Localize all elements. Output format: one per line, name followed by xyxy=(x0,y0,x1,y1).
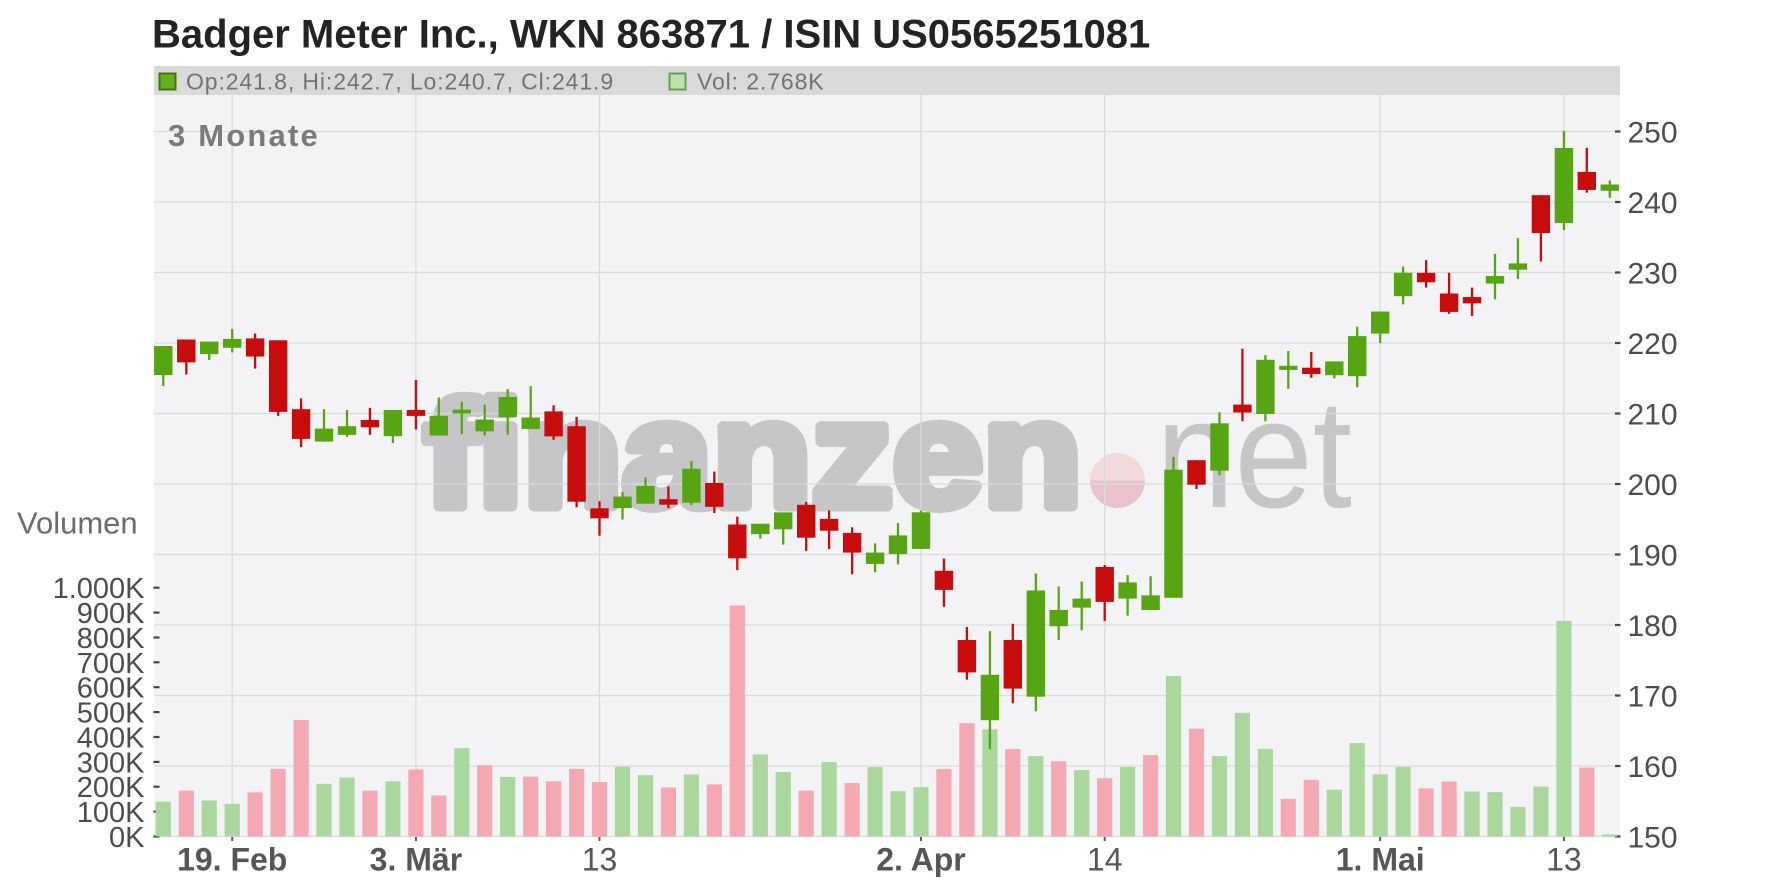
svg-text:180: 180 xyxy=(1628,610,1678,643)
svg-text:Op:241.8, Hi:242.7, Lo:240.7,: Op:241.8, Hi:242.7, Lo:240.7, Cl:241.9 xyxy=(186,69,614,95)
svg-text:100K: 100K xyxy=(77,797,145,829)
svg-text:190: 190 xyxy=(1628,540,1678,573)
svg-text:19. Feb: 19. Feb xyxy=(177,842,287,878)
svg-text:150: 150 xyxy=(1628,822,1678,855)
svg-text:900K: 900K xyxy=(77,598,145,630)
svg-text:400K: 400K xyxy=(77,723,145,755)
svg-text:14: 14 xyxy=(1087,842,1123,878)
svg-text:net: net xyxy=(1156,367,1352,540)
svg-text:3. Mär: 3. Mär xyxy=(370,842,462,878)
svg-text:0K: 0K xyxy=(109,822,145,854)
svg-text:2. Apr: 2. Apr xyxy=(876,842,966,878)
svg-text:210: 210 xyxy=(1628,399,1678,432)
svg-text:800K: 800K xyxy=(77,623,145,655)
svg-text:300K: 300K xyxy=(77,747,145,779)
svg-text:600K: 600K xyxy=(77,673,145,705)
svg-text:700K: 700K xyxy=(77,648,145,680)
svg-text:220: 220 xyxy=(1628,328,1678,361)
svg-text:200K: 200K xyxy=(77,772,145,804)
svg-text:240: 240 xyxy=(1628,187,1678,220)
svg-text:finanzen: finanzen xyxy=(424,370,1082,538)
svg-text:13: 13 xyxy=(1546,842,1582,878)
svg-text:Volumen: Volumen xyxy=(17,506,138,541)
svg-text:1. Mai: 1. Mai xyxy=(1336,842,1425,878)
svg-text:Badger Meter Inc., WKN 863871: Badger Meter Inc., WKN 863871 / ISIN US0… xyxy=(152,13,1150,57)
svg-text:160: 160 xyxy=(1628,751,1678,784)
svg-text:200: 200 xyxy=(1628,469,1678,502)
svg-text:230: 230 xyxy=(1628,258,1678,291)
svg-text:500K: 500K xyxy=(77,698,145,730)
svg-text:3 Monate: 3 Monate xyxy=(168,118,320,153)
svg-text:Vol: 2.768K: Vol: 2.768K xyxy=(697,69,825,95)
svg-text:250: 250 xyxy=(1628,117,1678,150)
svg-text:13: 13 xyxy=(582,842,618,878)
svg-text:170: 170 xyxy=(1628,681,1678,714)
svg-text:1.000K: 1.000K xyxy=(53,573,146,605)
